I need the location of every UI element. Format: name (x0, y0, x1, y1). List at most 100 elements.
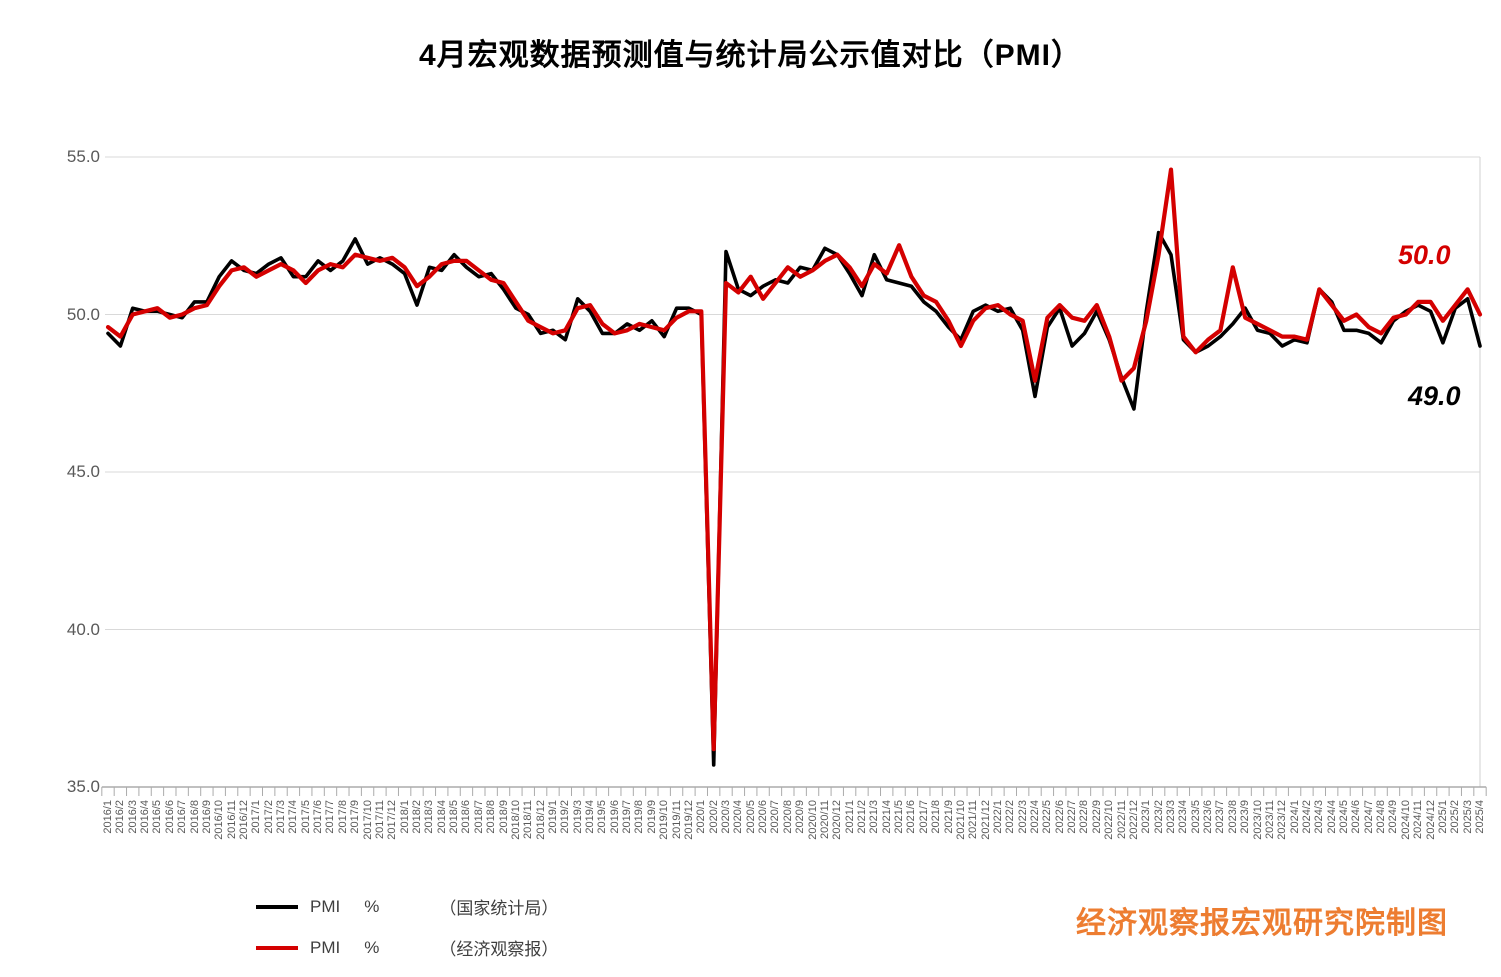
chart-title: 4月宏观数据预测值与统计局公示值对比（PMI） (418, 39, 1083, 72)
x-tick-label: 2019/1 (546, 800, 559, 834)
x-tick-label: 2019/6 (608, 800, 621, 834)
x-tick-label: 2019/11 (670, 800, 683, 839)
x-tick-label: 2017/12 (386, 800, 399, 840)
x-tick-label: 2020/1 (695, 800, 708, 834)
x-tick-label: 2019/12 (682, 800, 695, 840)
x-tick-label: 2024/9 (1387, 800, 1400, 834)
x-tick-label: 2023/8 (1226, 800, 1239, 834)
x-tick-label: 2022/2 (1004, 800, 1017, 834)
x-tick-label: 2019/5 (596, 800, 609, 834)
x-tick-label: 2018/10 (509, 800, 522, 840)
x-tick-label: 2024/10 (1399, 800, 1412, 840)
x-tick-label: 2016/1 (102, 800, 114, 834)
x-tick-label: 2023/3 (1164, 800, 1177, 834)
x-tick-label: 2021/2 (855, 800, 868, 834)
legend: PMI % （国家统计局） PMI % （经济观察报） (256, 886, 558, 968)
x-tick-label: 2020/4 (732, 800, 745, 834)
x-tick-label: 2024/7 (1362, 800, 1375, 834)
x-tick-label: 2023/1 (1140, 800, 1153, 834)
x-tick-label: 2019/10 (658, 800, 671, 840)
x-tick-label: 2025/3 (1461, 800, 1474, 834)
x-tick-label: 2022/5 (1041, 800, 1054, 834)
x-tick-label: 2018/4 (435, 800, 448, 834)
x-tick-label: 2018/3 (423, 800, 436, 834)
x-tick-label: 2021/11 (967, 800, 980, 839)
x-tick-label: 2023/5 (1189, 800, 1202, 834)
x-tick-label: 2021/10 (954, 800, 967, 840)
x-tick-label: 2020/11 (818, 800, 831, 839)
x-tick-label: 2017/6 (312, 800, 325, 834)
x-tick-label: 2020/7 (769, 800, 782, 834)
x-tick-label: 2023/10 (1251, 800, 1264, 840)
x-tick-label: 2018/7 (472, 800, 485, 834)
x-tick-label: 2021/7 (917, 800, 930, 834)
legend-label-unit: % (364, 937, 380, 957)
x-tick-label: 2018/9 (497, 800, 510, 834)
x-tick-label: 2022/1 (991, 800, 1004, 834)
legend-label-unit: % (364, 896, 380, 916)
x-tick-label: 2017/1 (250, 800, 263, 834)
x-tick-label: 2016/12 (237, 800, 250, 840)
legend-line-swatch-official (256, 904, 298, 909)
x-tick-label: 2016/10 (213, 800, 226, 840)
x-tick-label: 2018/6 (460, 800, 473, 834)
legend-label-source: （国家统计局） (439, 899, 559, 918)
x-tick-label: 2016/7 (176, 800, 189, 834)
x-tick-label: 2022/7 (1066, 800, 1079, 834)
x-tick-label: 2018/8 (485, 800, 498, 834)
line-official (106, 230, 1482, 767)
x-tick-label: 2019/8 (633, 800, 646, 834)
x-tick-label: 2022/3 (1016, 800, 1029, 834)
legend-label-source: （经济观察报） (439, 940, 559, 959)
x-tick-label: 2021/1 (843, 800, 856, 834)
x-tick-label: 2024/11 (1412, 800, 1425, 839)
x-tick-label: 2024/12 (1424, 800, 1437, 840)
x-tick-label: 2020/2 (707, 800, 720, 834)
x-tick-label: 2018/1 (398, 800, 411, 834)
x-tick-label: 2021/5 (893, 800, 906, 834)
y-tick-label: 35.0 (66, 777, 100, 796)
x-tick-label: 2017/9 (349, 800, 362, 834)
x-tick-label: 2017/2 (262, 800, 275, 834)
x-tick-label: 2019/4 (584, 800, 597, 834)
x-tick-label: 2018/2 (411, 800, 423, 834)
annotation-forecast-latest: 50.0 (1398, 240, 1451, 270)
x-tick-label: 2025/4 (1474, 800, 1486, 834)
x-tick-label: 2022/11 (1115, 800, 1128, 839)
legend-entry-forecast: PMI % （经济观察报） (256, 927, 558, 968)
x-tick-label: 2023/11 (1263, 800, 1276, 839)
x-tick-label: 2021/9 (942, 800, 955, 834)
x-tick-label: 2023/7 (1214, 800, 1227, 834)
legend-label-name: PMI (310, 937, 341, 957)
x-tick-label: 2024/6 (1350, 800, 1363, 834)
x-tick-label: 2023/4 (1177, 800, 1190, 834)
x-tick-label: 2021/6 (905, 800, 918, 834)
x-tick-label: 2021/8 (930, 800, 943, 834)
x-tick-label: 2021/4 (880, 800, 893, 834)
x-tick-label: 2016/5 (151, 800, 164, 834)
x-tick-label: 2024/8 (1375, 800, 1388, 834)
y-tick-label: 55.0 (66, 147, 100, 166)
x-tick-label: 2017/7 (324, 800, 337, 834)
x-tick-label: 2023/9 (1239, 800, 1252, 834)
x-tick-label: 2022/6 (1053, 800, 1066, 834)
x-tick-label: 2020/9 (794, 800, 807, 834)
x-tick-label: 2019/2 (559, 800, 572, 834)
x-tick-label: 2024/5 (1338, 800, 1351, 834)
x-tick-label: 2022/9 (1090, 800, 1103, 834)
x-tick-label: 2025/2 (1449, 800, 1462, 834)
x-tick-label: 2024/2 (1300, 800, 1313, 834)
x-tick-label: 2020/8 (781, 800, 794, 834)
x-tick-label: 2016/3 (126, 800, 139, 834)
legend-label-name: PMI (310, 896, 341, 916)
x-tick-label: 2017/8 (336, 800, 349, 834)
x-tick-label: 2022/8 (1078, 800, 1091, 834)
x-tick-label: 2022/4 (1029, 800, 1042, 834)
x-tick-label: 2016/8 (188, 800, 201, 834)
y-tick-label: 45.0 (66, 462, 100, 481)
x-tick-label: 2025/1 (1436, 800, 1449, 834)
x-tick-label: 2024/3 (1313, 800, 1326, 834)
x-tick-label: 2022/10 (1103, 800, 1116, 840)
x-tick-label: 2018/5 (448, 800, 461, 834)
